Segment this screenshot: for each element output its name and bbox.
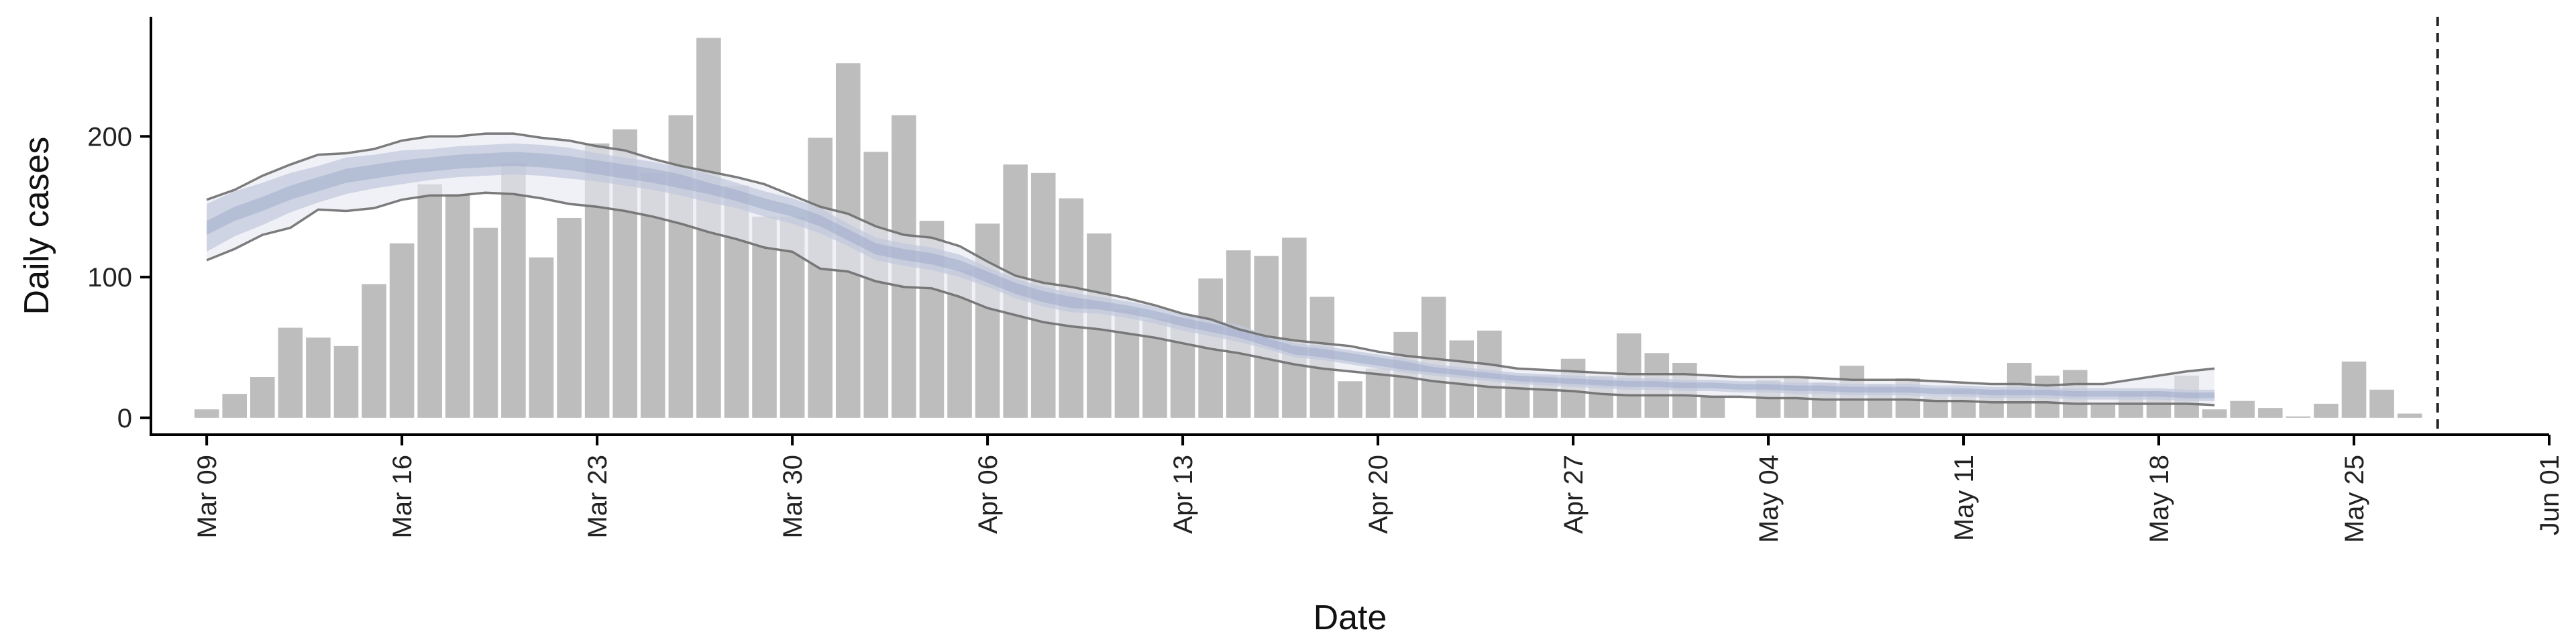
bar-54	[1700, 396, 1725, 418]
band-layer	[206, 132, 2215, 407]
bar-17	[668, 115, 694, 418]
bar-72	[2202, 409, 2227, 418]
bar-39	[1282, 237, 1307, 418]
x-tick-label-10: May 18	[2145, 455, 2174, 543]
bar-10	[473, 227, 498, 418]
bar-74	[2258, 408, 2283, 418]
bar-12	[529, 257, 554, 418]
bar-9	[445, 194, 470, 418]
x-tick-label-12: Jun 01	[2535, 455, 2565, 535]
x-tick-label-1: Mar 16	[388, 455, 417, 539]
bar-78	[2369, 389, 2394, 418]
x-axis-title: Date	[1313, 598, 1387, 637]
bar-22	[808, 138, 833, 418]
x-tick-label-6: Apr 20	[1364, 455, 1393, 534]
bar-79	[2397, 413, 2422, 418]
x-tick-label-2: Mar 23	[583, 455, 612, 539]
lower-bound-line	[206, 191, 2215, 407]
bar-1	[222, 394, 247, 418]
bar-24	[863, 152, 889, 418]
bar-6	[362, 284, 386, 418]
bar-11	[501, 163, 526, 418]
y-axis-title: Daily cases	[17, 137, 56, 315]
x-tick-label-5: Apr 13	[1169, 455, 1198, 534]
bar-76	[2314, 403, 2339, 418]
bar-7	[389, 243, 415, 418]
bar-20	[752, 216, 777, 418]
bar-77	[2341, 361, 2367, 418]
bar-3	[278, 327, 303, 418]
x-tick-label-0: Mar 09	[193, 455, 222, 539]
x-ticks: Mar 09 Mar 16 Mar 23 Mar 30 Apr 06 Apr 13 Apr …	[193, 435, 2565, 543]
bar-75	[2286, 416, 2311, 418]
x-tick-label-8: May 04	[1754, 455, 1784, 543]
y-tick-label-200: 200	[87, 122, 132, 152]
bar-68	[2090, 405, 2116, 418]
y-ticks: 0 100 200	[87, 122, 151, 433]
bar-13	[557, 217, 582, 418]
bar-28	[975, 223, 1000, 418]
bar-8	[417, 184, 442, 418]
bar-42	[1365, 368, 1391, 418]
bar-41	[1338, 381, 1362, 418]
y-tick-label-0: 0	[117, 404, 132, 433]
bar-5	[333, 345, 359, 418]
x-tick-label-11: May 25	[2340, 455, 2369, 543]
x-tick-label-7: Apr 27	[1559, 455, 1589, 534]
bar-2	[250, 376, 275, 418]
bar-0	[194, 409, 219, 418]
y-tick-label-100: 100	[87, 263, 132, 292]
bar-73	[2230, 400, 2255, 418]
x-tick-label-3: Mar 30	[778, 455, 808, 539]
x-tick-label-4: Apr 06	[973, 455, 1003, 534]
upper-bound-line	[206, 132, 2215, 387]
bar-4	[306, 337, 331, 418]
axes-layer	[150, 17, 2549, 436]
x-tick-label-9: May 11	[1949, 455, 1979, 541]
